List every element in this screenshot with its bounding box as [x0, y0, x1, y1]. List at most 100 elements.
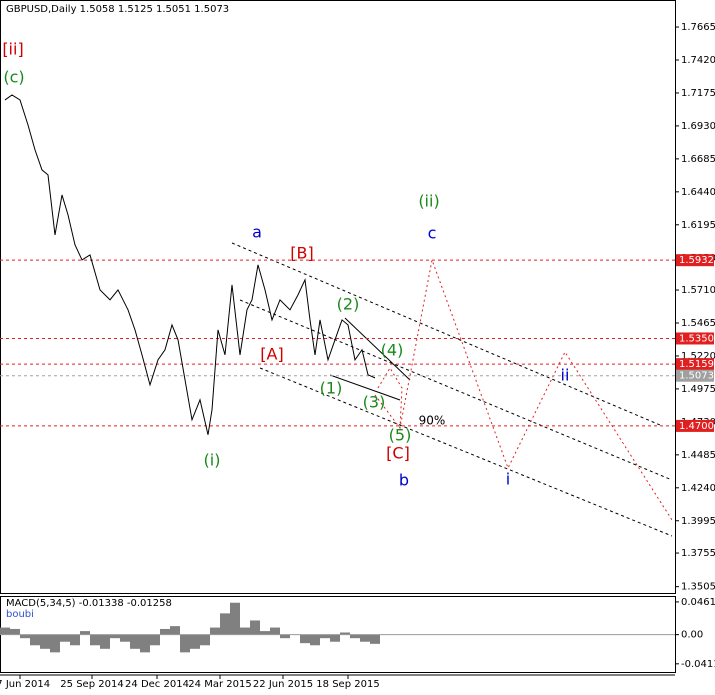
macd-bar: [330, 634, 340, 642]
wave-label: [B]: [290, 244, 313, 263]
macd-bar: [280, 634, 290, 639]
wave-label: (4): [381, 341, 404, 360]
wave-label: (3): [363, 393, 386, 412]
macd-bar: [50, 634, 60, 653]
x-tick-label: 18 Sep 2015: [316, 679, 379, 690]
x-tick-label: 27 Jun 2014: [0, 679, 50, 690]
wave-label: (ii): [418, 192, 439, 211]
macd-bar: [300, 634, 310, 644]
x-tick-label: 24 Dec 2014: [125, 679, 189, 690]
macd-bar: [60, 634, 70, 642]
y-tick-label: 1.4240: [681, 483, 715, 494]
wave-label: [C]: [386, 444, 410, 463]
y-tick-label: 0.00: [681, 630, 703, 641]
macd-bar: [200, 634, 210, 646]
x-tick-label: 25 Sep 2014: [60, 679, 123, 690]
wave-label: [ii]: [2, 40, 23, 59]
macd-bar: [30, 634, 40, 646]
macd-bar: [0, 627, 10, 635]
macd-bar: [40, 634, 50, 649]
macd-bar: [90, 634, 100, 646]
wave-label: [A]: [260, 345, 283, 364]
macd-bar: [180, 634, 190, 653]
macd-bar: [360, 634, 370, 642]
macd-bar: [120, 634, 130, 642]
chart-title: GBPUSD,Daily 1.5058 1.5125 1.5051 1.5073: [6, 4, 229, 15]
y-tick-label: 1.5710: [681, 285, 715, 296]
macd-bar: [310, 634, 320, 646]
wave-label: b: [399, 471, 409, 490]
y-tick-label: 1.4485: [681, 450, 715, 461]
wave-label: 90%: [419, 414, 446, 428]
wedge-lower: [329, 374, 401, 401]
wave-label: ii: [561, 366, 570, 385]
macd-bar: [370, 634, 380, 644]
level-label-bg: [676, 419, 714, 432]
channel-lines: [231, 242, 673, 537]
x-tick-label: 22 Jun 2015: [253, 679, 313, 690]
wave-label: (1): [320, 379, 343, 398]
macd-title: MACD(5,34,5) -0.01338 -0.01258: [6, 598, 172, 609]
y-tick-label: 1.7665: [681, 22, 715, 33]
macd-bar: [320, 634, 330, 639]
y-tick-label: 1.7175: [681, 88, 715, 99]
level-label-bg: [676, 358, 714, 371]
y-tick-label: 1.5220: [681, 351, 715, 362]
macd-bar: [190, 634, 200, 649]
price-frame: [0, 0, 676, 594]
channel-lower: [259, 367, 673, 537]
level-label-bg: [676, 254, 714, 267]
level-label: 1.5073: [679, 371, 714, 382]
macd-bar: [80, 631, 90, 635]
macd-bar: [70, 634, 80, 646]
y-tick-label: 1.4975: [681, 384, 715, 395]
macd-bar: [100, 634, 110, 649]
level-label: 1.4700: [679, 421, 714, 432]
macd-bar: [340, 632, 350, 635]
channel-upper: [231, 242, 661, 426]
price-line: [4, 94, 376, 435]
level-label-bg: [676, 332, 714, 345]
macd-bar: [20, 634, 30, 639]
macd-bar: [130, 634, 140, 649]
level-label: 1.5350: [679, 333, 714, 344]
macd-bar: [150, 634, 160, 646]
macd-bar: [110, 634, 120, 639]
macd-bar: [230, 602, 240, 635]
wave-label: (c): [3, 68, 24, 87]
y-tick-label: 1.5465: [681, 318, 715, 329]
wave-label: i: [506, 470, 510, 489]
macd-subtitle: boubi: [6, 609, 34, 620]
macd-bar: [260, 631, 270, 635]
projection-small: [377, 367, 403, 429]
wave-label: (5): [389, 426, 412, 445]
macd-bar: [220, 613, 230, 635]
macd-bar: [240, 627, 250, 635]
y-tick-label: -0.04116: [681, 659, 715, 670]
wave-label: (i): [204, 451, 221, 470]
macd-bar: [270, 627, 280, 635]
macd-bar: [10, 628, 20, 635]
macd-bar: [140, 634, 150, 653]
y-tick-label: 1.3505: [681, 582, 715, 593]
level-label-bg: [676, 369, 714, 382]
level-label: 1.5932: [679, 255, 714, 266]
y-tick-label: 0.04616: [681, 597, 715, 608]
level-label: 1.5159: [679, 359, 714, 370]
wave-label: c: [428, 224, 437, 243]
y-tick-label: 1.6440: [681, 187, 715, 198]
x-tick-label: 24 Mar 2015: [188, 679, 251, 690]
wave-label: a: [252, 223, 262, 242]
macd-bar: [210, 627, 220, 635]
wedge-upper: [344, 317, 411, 381]
y-tick-label: 1.3755: [681, 548, 715, 559]
macd-bar: [350, 634, 360, 639]
y-tick-label: 1.6685: [681, 154, 715, 165]
y-tick-label: 1.6195: [681, 220, 715, 231]
channel-middle: [239, 299, 673, 481]
macd-bar: [160, 628, 170, 635]
y-tick-label: 1.3995: [681, 516, 715, 527]
y-tick-label: 1.6930: [681, 121, 715, 132]
y-tick-label: 1.7420: [681, 55, 715, 66]
